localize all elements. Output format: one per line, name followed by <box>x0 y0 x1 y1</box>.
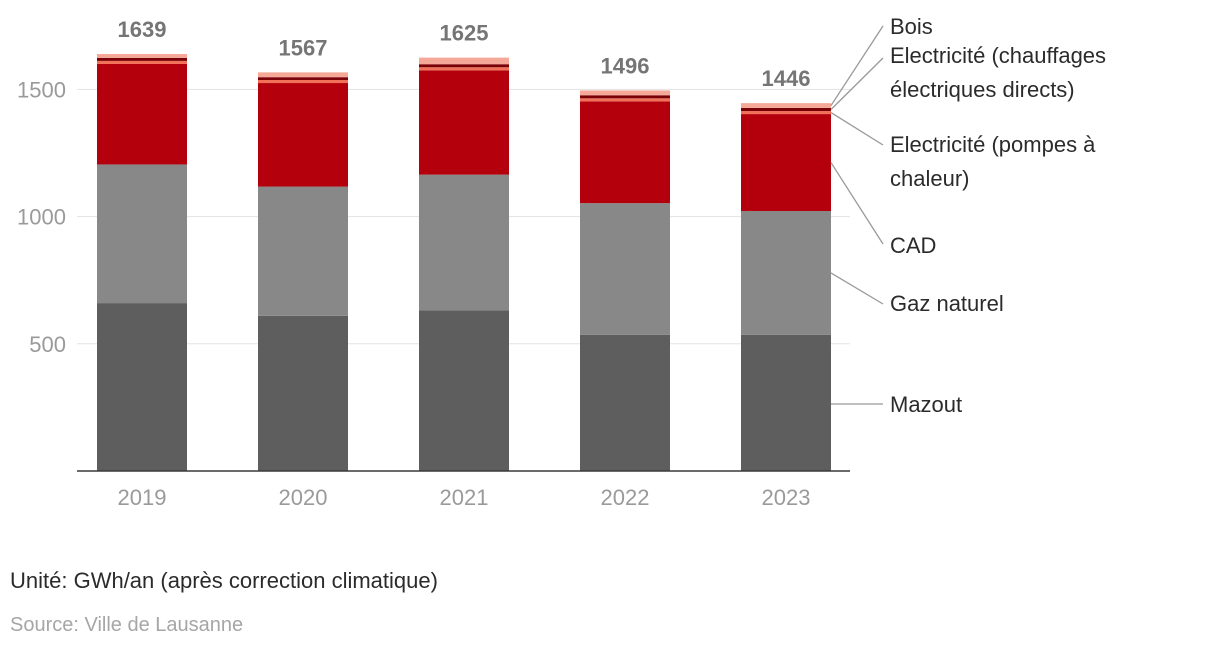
bar-segment-2022-1 <box>580 203 670 335</box>
total-label-2022: 1496 <box>601 53 650 78</box>
bar-segment-2020-1 <box>258 186 348 316</box>
bar-segment-2019-5 <box>97 54 187 58</box>
bar-segment-2020-0 <box>258 315 348 471</box>
bar-segment-2019-4 <box>97 57 187 61</box>
bar-segment-2021-0 <box>419 310 509 471</box>
bar-segment-2022-5 <box>580 90 670 96</box>
bar-segment-2022-0 <box>580 334 670 471</box>
x-tick-label: 2023 <box>762 485 811 510</box>
bar-segment-2023-0 <box>741 334 831 471</box>
bar-segment-2021-4 <box>419 64 509 68</box>
total-label-2023: 1446 <box>762 66 811 91</box>
legend-label-cad: CAD <box>890 233 936 258</box>
bar-segment-2019-2 <box>97 63 187 165</box>
x-tick-label: 2022 <box>601 485 650 510</box>
total-label-2019: 1639 <box>118 17 167 42</box>
bar-segment-2022-2 <box>580 101 670 204</box>
unit-note: Unité: GWh/an (après correction climatiq… <box>10 568 438 593</box>
y-axis-ticks: 500 1000 1500 <box>17 77 66 356</box>
bar-segment-2020-3 <box>258 79 348 84</box>
x-axis-ticks: 2019 2020 2021 2022 2023 <box>118 485 811 510</box>
bar-segment-2023-5 <box>741 103 831 108</box>
source-note: Source: Ville de Lausanne <box>10 614 244 636</box>
bar-segment-2023-2 <box>741 114 831 212</box>
x-tick-label: 2020 <box>279 485 328 510</box>
total-labels: 1639 1567 1625 1496 1446 <box>118 17 811 91</box>
bar-segment-2019-1 <box>97 164 187 304</box>
legend-label-bois: Bois <box>890 14 933 39</box>
bar-segment-2023-1 <box>741 211 831 335</box>
leader-line <box>830 272 884 305</box>
bar-segment-2021-5 <box>419 57 509 65</box>
legend-label-mazout: Mazout <box>890 392 962 417</box>
x-tick-label: 2019 <box>118 485 167 510</box>
bar-segment-2021-3 <box>419 67 509 71</box>
leader-line <box>830 57 884 110</box>
legend-label-elec-direct-line1: Electricité (chauffages <box>890 43 1106 68</box>
legend-label-gaz: Gaz naturel <box>890 291 1004 316</box>
bar-segment-2021-2 <box>419 70 509 175</box>
bar-segment-2019-0 <box>97 303 187 471</box>
leader-line <box>830 162 884 245</box>
bar-segment-2022-3 <box>580 98 670 102</box>
bar-segment-2020-2 <box>258 83 348 187</box>
bar-segment-2019-3 <box>97 60 187 64</box>
bars <box>97 54 831 471</box>
leader-line <box>830 111 884 146</box>
legend-leader-lines <box>830 25 884 405</box>
y-tick-label: 1000 <box>17 205 66 230</box>
bar-segment-2020-5 <box>258 72 348 78</box>
legend-label-elec-direct-line2: électriques directs) <box>890 77 1075 102</box>
legend-label-elec-pac-line1: Electricité (pompes à <box>890 132 1096 157</box>
leader-line <box>830 25 884 106</box>
total-label-2020: 1567 <box>279 35 328 60</box>
y-tick-label: 500 <box>29 332 66 357</box>
bar-segment-2021-1 <box>419 174 509 311</box>
bar-segment-2022-4 <box>580 95 670 99</box>
bar-segment-2023-3 <box>741 111 831 115</box>
y-tick-label: 1500 <box>17 77 66 102</box>
total-label-2021: 1625 <box>440 21 489 46</box>
bar-segment-2023-4 <box>741 107 831 112</box>
legend-label-elec-pac-line2: chaleur) <box>890 166 969 191</box>
legend: Bois Electricité (chauffages électriques… <box>890 14 1106 417</box>
bar-segment-2020-4 <box>258 77 348 80</box>
stacked-bar-chart: 500 1000 1500 2019 2020 2021 2022 2023 1639 156… <box>17 14 1106 510</box>
x-tick-label: 2021 <box>440 485 489 510</box>
